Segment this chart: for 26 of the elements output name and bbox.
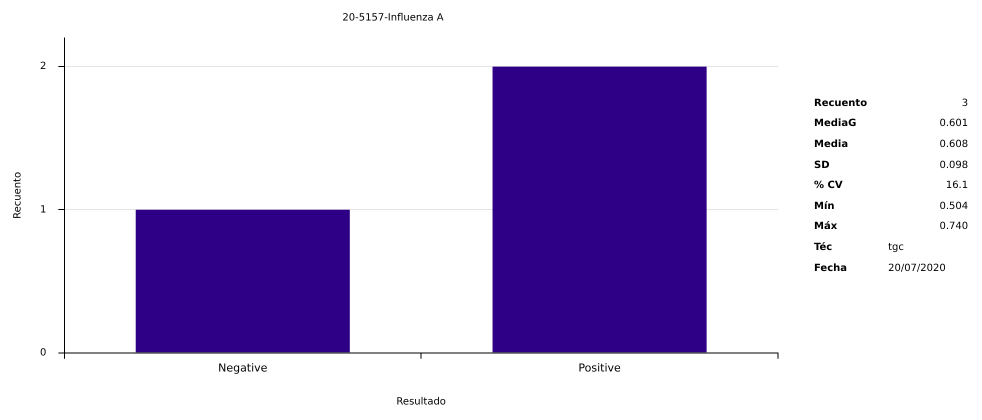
chart-title: 20-5157-Influenza A bbox=[342, 12, 444, 24]
text: 0.740 bbox=[938, 220, 970, 234]
text: 3 bbox=[960, 96, 970, 111]
y-tick-label: 0 bbox=[40, 347, 46, 358]
text: 0.601 bbox=[938, 117, 970, 132]
text: 0.098 bbox=[938, 158, 970, 173]
text: Mín bbox=[813, 200, 836, 214]
y-axis-title: Recuento bbox=[12, 172, 24, 219]
x-axis-title: Resultado bbox=[396, 396, 446, 408]
text: Téc bbox=[813, 240, 834, 255]
text: 20/07/2020 bbox=[887, 262, 947, 276]
text: MediaG bbox=[813, 117, 858, 132]
text: Fecha bbox=[813, 262, 848, 276]
text: Recuento bbox=[813, 96, 868, 111]
y-tick-label: 1 bbox=[40, 204, 46, 216]
y-tick-label: 2 bbox=[40, 61, 46, 72]
text: Máx bbox=[813, 220, 838, 234]
x-tick-label: Positive bbox=[578, 361, 622, 374]
text: 0.504 bbox=[938, 200, 970, 214]
text: 0.608 bbox=[938, 138, 970, 152]
text: tgc bbox=[887, 240, 905, 255]
text: Media bbox=[813, 138, 850, 152]
x-tick-label: Negative bbox=[218, 361, 268, 374]
text: 16.1 bbox=[944, 179, 970, 194]
text: % CV bbox=[813, 179, 844, 194]
text: SD bbox=[813, 158, 831, 173]
